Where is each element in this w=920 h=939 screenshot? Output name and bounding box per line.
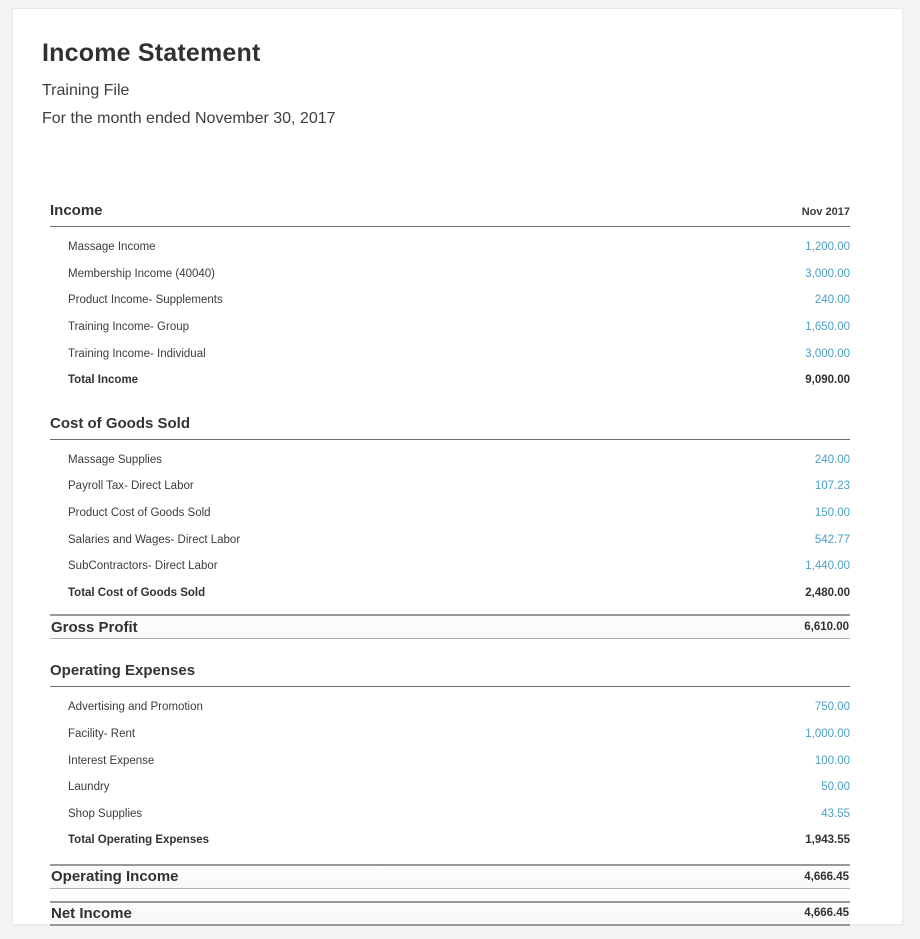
total-amount: 2,480.00 xyxy=(805,586,850,599)
report-card: Income Statement Training File For the m… xyxy=(12,8,903,926)
section-income-rows: Massage Income 1,200.00 Membership Incom… xyxy=(50,227,850,394)
operating-income-amount: 4,666.45 xyxy=(804,870,849,883)
total-label: Total Income xyxy=(68,374,139,387)
gross-profit-label: Gross Profit xyxy=(51,618,138,636)
account-label: Laundry xyxy=(68,781,110,794)
amount-link[interactable]: 43.55 xyxy=(821,807,850,820)
section-opex-rows: Advertising and Promotion 750.00 Facilit… xyxy=(50,687,850,854)
section-cogs: Cost of Goods Sold Massage Supplies 240.… xyxy=(50,415,850,607)
column-header-period: Nov 2017 xyxy=(801,206,850,218)
report-row: Advertising and Promotion 750.00 xyxy=(50,694,850,721)
account-label: Training Income- Group xyxy=(68,321,190,334)
net-income-row: Net Income 4,666.45 xyxy=(50,900,850,926)
operating-income-label: Operating Income xyxy=(51,868,179,886)
total-amount: 1,943.55 xyxy=(805,834,850,847)
amount-link[interactable]: 100.00 xyxy=(814,754,850,767)
section-cogs-rows: Massage Supplies 240.00 Payroll Tax- Dir… xyxy=(50,440,850,607)
report-row: SubContractors- Direct Labor 1,440.00 xyxy=(50,553,850,580)
amount-link[interactable]: 107.23 xyxy=(814,480,850,493)
account-label: Facility- Rent xyxy=(68,728,136,741)
gross-profit-row: Gross Profit 6,610.00 xyxy=(50,614,850,640)
report-body: Income Nov 2017 Massage Income 1,200.00 … xyxy=(50,202,850,926)
total-label: Total Cost of Goods Sold xyxy=(68,586,206,599)
report-row: Interest Expense 100.00 xyxy=(50,747,850,774)
report-row: Training Income- Group 1,650.00 xyxy=(50,314,850,341)
amount-link[interactable]: 1,000.00 xyxy=(805,728,850,741)
account-label: Advertising and Promotion xyxy=(68,701,203,714)
total-opex-row: Total Operating Expenses 1,943.55 xyxy=(50,827,850,854)
report-row: Product Income- Supplements 240.00 xyxy=(50,287,850,314)
total-amount: 9,090.00 xyxy=(805,374,850,387)
report-period: For the month ended November 30, 2017 xyxy=(42,110,336,127)
company-name: Training File xyxy=(42,82,130,99)
document-header: Income Statement Training File For the m… xyxy=(13,9,902,128)
report-row: Shop Supplies 43.55 xyxy=(50,801,850,828)
net-income-label: Net Income xyxy=(51,904,132,922)
report-row: Payroll Tax- Direct Labor 107.23 xyxy=(50,473,850,500)
section-opex-header: Operating Expenses xyxy=(50,662,850,688)
total-cogs-row: Total Cost of Goods Sold 2,480.00 xyxy=(50,580,850,607)
amount-link[interactable]: 542.77 xyxy=(814,533,850,546)
amount-link[interactable]: 1,440.00 xyxy=(805,560,850,573)
amount-link[interactable]: 150.00 xyxy=(814,507,850,520)
total-label: Total Operating Expenses xyxy=(68,834,210,847)
section-title: Cost of Goods Sold xyxy=(50,414,190,432)
section-title: Operating Expenses xyxy=(50,662,196,680)
account-label: Salaries and Wages- Direct Labor xyxy=(68,533,241,546)
account-label: Product Cost of Goods Sold xyxy=(68,507,211,520)
total-income-row: Total Income 9,090.00 xyxy=(50,367,850,394)
account-label: Interest Expense xyxy=(68,754,155,767)
account-label: SubContractors- Direct Labor xyxy=(68,560,218,573)
report-row: Massage Supplies 240.00 xyxy=(50,447,850,474)
account-label: Shop Supplies xyxy=(68,807,143,820)
amount-link[interactable]: 1,650.00 xyxy=(805,321,850,334)
report-row: Salaries and Wages- Direct Labor 542.77 xyxy=(50,526,850,553)
amount-link[interactable]: 50.00 xyxy=(821,781,850,794)
account-label: Massage Supplies xyxy=(68,453,162,466)
account-label: Membership Income (40040) xyxy=(68,267,216,280)
amount-link[interactable]: 3,000.00 xyxy=(805,347,850,360)
account-label: Training Income- Individual xyxy=(68,347,206,360)
page-title: Income Statement xyxy=(42,39,261,67)
account-label: Product Income- Supplements xyxy=(68,294,223,307)
report-row: Product Cost of Goods Sold 150.00 xyxy=(50,500,850,527)
amount-link[interactable]: 1,200.00 xyxy=(805,241,850,254)
net-income-amount: 4,666.45 xyxy=(804,907,849,920)
amount-link[interactable]: 3,000.00 xyxy=(805,267,850,280)
amount-link[interactable]: 240.00 xyxy=(814,453,850,466)
operating-income-row: Operating Income 4,666.45 xyxy=(50,863,850,889)
report-row: Membership Income (40040) 3,000.00 xyxy=(50,261,850,288)
section-income-header: Income Nov 2017 xyxy=(50,202,850,227)
report-row: Facility- Rent 1,000.00 xyxy=(50,721,850,748)
gross-profit-amount: 6,610.00 xyxy=(804,621,849,634)
report-row: Laundry 50.00 xyxy=(50,774,850,801)
amount-link[interactable]: 240.00 xyxy=(814,294,850,307)
account-label: Payroll Tax- Direct Labor xyxy=(68,480,194,493)
section-operating-expenses: Operating Expenses Advertising and Promo… xyxy=(50,662,850,854)
report-row: Massage Income 1,200.00 xyxy=(50,234,850,261)
report-row: Training Income- Individual 3,000.00 xyxy=(50,340,850,367)
account-label: Massage Income xyxy=(68,241,156,254)
section-cogs-header: Cost of Goods Sold xyxy=(50,415,850,440)
section-title: Income xyxy=(50,202,103,219)
section-income: Income Nov 2017 Massage Income 1,200.00 … xyxy=(50,202,850,394)
amount-link[interactable]: 750.00 xyxy=(814,701,850,714)
